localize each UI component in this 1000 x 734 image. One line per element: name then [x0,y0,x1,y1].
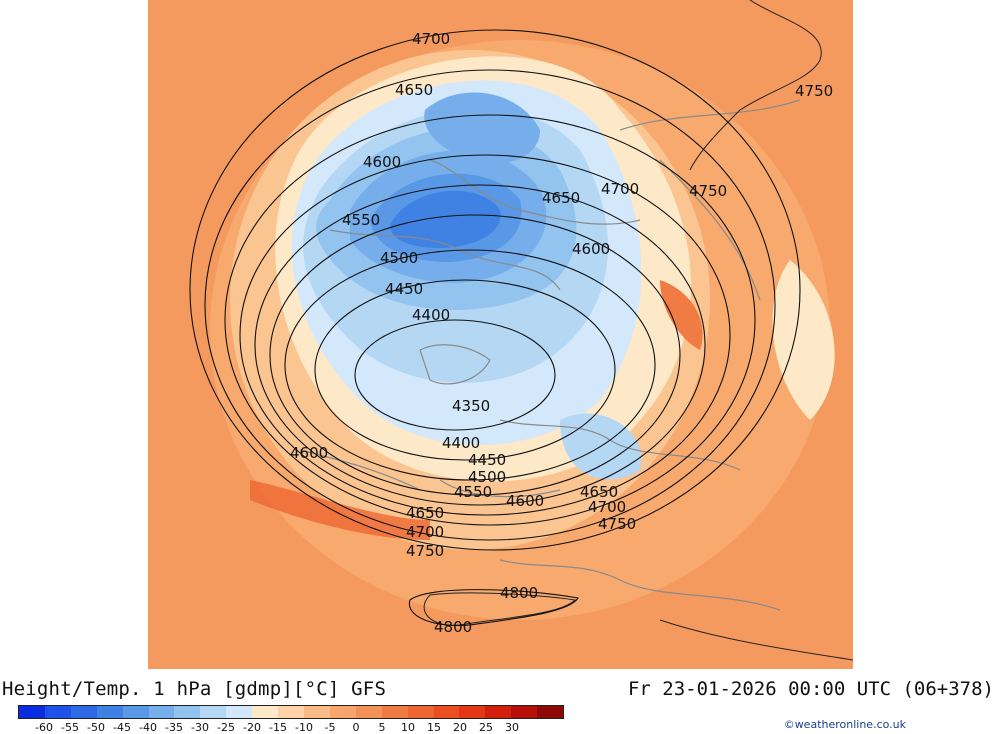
legend-tick-label: 0 [352,721,360,734]
contour-label: 4350 [452,397,490,415]
legend-tick-label: -35 [165,721,183,734]
contour-label: 4700 [412,30,450,48]
legend-swatch [252,706,279,718]
legend-tick-label: 25 [479,721,493,734]
legend-tick-label: -5 [324,721,336,734]
legend-tick-label: 15 [427,721,441,734]
contour-label: 4750 [598,515,636,533]
contour-label: 4650 [395,81,433,99]
legend-swatch [459,706,486,718]
legend-tick-label: -40 [139,721,157,734]
legend-tick-label: 20 [453,721,467,734]
contour-label: 4750 [689,182,727,200]
legend-swatch [174,706,201,718]
forecast-datetime: Fr 23-01-2026 00:00 UTC (06+378) [627,678,994,700]
legend-ticks: -60 -55 -50 -45 -40 -35 -30 -25 -20 -15 -10 -5 0 5 10 1… [18,721,578,734]
legend-swatch [148,706,175,718]
color-legend [18,705,564,719]
legend-swatch [329,706,356,718]
contour-label: 4750 [406,542,444,560]
contour-label: 4650 [406,504,444,522]
coastline-dark [423,0,853,661]
legend-tick-label: -45 [113,721,131,734]
legend-swatch [278,706,304,718]
contour-label: 4700 [601,180,639,198]
legend-swatch [122,706,149,718]
legend-swatch [511,706,538,718]
legend-tick-label: -25 [217,721,235,734]
legend-swatch [44,706,71,718]
contour-label: 4400 [442,434,480,452]
legend-swatch [70,706,97,718]
height-contours [189,29,801,626]
legend-swatch [433,706,460,718]
legend-tick-label: 5 [378,721,386,734]
legend-tick-label: -55 [61,721,79,734]
legend-swatch [200,706,227,718]
legend-tick-label: -50 [87,721,105,734]
contour-label: 4450 [385,280,423,298]
legend-swatch [485,706,512,718]
legend-swatch [407,706,434,718]
legend-tick-label: -60 [35,721,53,734]
contour-label: 4450 [468,451,506,469]
contour-label: 4700 [588,498,626,516]
contour-label: 4800 [434,618,472,636]
contour-label: 4500 [380,249,418,267]
contour-label: 4800 [500,584,538,602]
source-credit: ©weatheronline.co.uk [783,718,906,731]
legend-tick-label: -10 [295,721,313,734]
map-title: Height/Temp. 1 hPa [gdmp][°C] GFS [2,678,387,700]
contour-label: 4600 [506,492,544,510]
contour-label: 4700 [406,523,444,541]
legend-swatch [381,706,408,718]
contour-label: 4600 [290,444,328,462]
legend-tick-label: -20 [243,721,261,734]
legend-tick-label: 10 [401,721,415,734]
contour-label: 4650 [542,189,580,207]
legend-tick-label: 30 [505,721,519,734]
legend-swatch [537,706,564,718]
legend-tick-label: -15 [269,721,287,734]
legend-swatch [226,706,253,718]
weather-map: 4700 4650 4600 4550 4500 4450 4400 4350 … [148,0,853,669]
contour-label: 4750 [795,82,833,100]
legend-swatch [19,706,45,718]
legend-swatch [303,706,330,718]
contour-label: 4500 [468,468,506,486]
legend-swatch [96,706,123,718]
contour-label: 4550 [454,483,492,501]
contour-label: 4550 [342,211,380,229]
temperature-field [148,0,853,669]
contour-label: 4400 [412,306,450,324]
contour-label: 4650 [580,483,618,501]
contour-label: 4600 [572,240,610,258]
legend-swatch [355,706,382,718]
contour-labels: 4700 4650 4600 4550 4500 4450 4400 4350 … [290,30,833,636]
contour-label: 4600 [363,153,401,171]
legend-tick-label: -30 [191,721,209,734]
